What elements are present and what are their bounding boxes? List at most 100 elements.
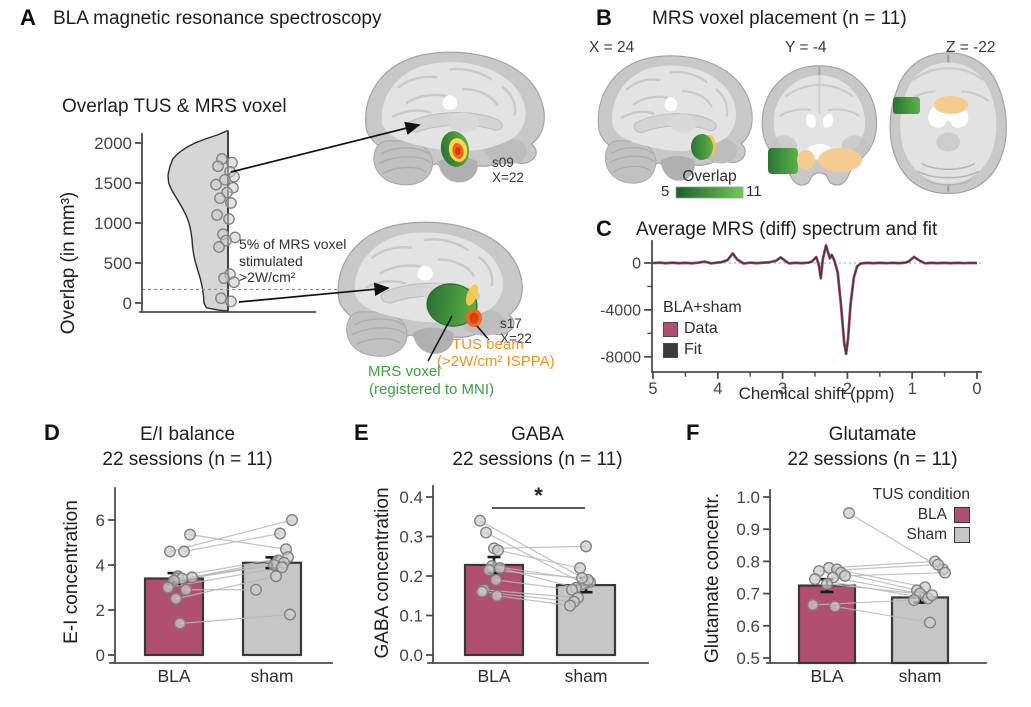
panel-e-letter: E [354,420,369,445]
session-point [821,577,833,590]
pair-line [169,519,293,553]
slice-label-z: Z = -22 [946,39,996,56]
annotation-line-3: >2W/cm² [239,269,296,285]
session-point [564,599,576,612]
tus-beam-ring [465,284,479,306]
data-swatch [663,321,678,337]
session-point [184,528,196,541]
panel-e-category-bla: BLA [477,666,511,686]
tick-label: 4 [713,380,722,398]
session-point [480,526,492,539]
legend-item-label: Sham [906,526,948,543]
overlap-point [218,272,230,285]
session-point [274,527,286,540]
panel-c-title: Average MRS (diff) spectrum and fit [636,219,938,240]
session-point [829,600,841,613]
colorbar-min-label: 5 [661,183,670,200]
annotation-line-2: stimulated [239,252,303,269]
session-point [164,545,176,558]
tus-beam-core [466,309,482,327]
overlap-point [214,192,226,205]
pair-line [499,567,577,589]
panel-a-title: BLA magnetic resonance spectroscopy [53,8,382,29]
tick-label: 0.7 [736,585,760,604]
tick-label: 1500 [94,174,132,193]
tick-label: 1000 [94,214,132,233]
colorbar-title: Overlap [682,168,737,185]
tus-beam-label: TUS beam [452,336,524,353]
legend-item-label: BLA [917,506,947,523]
tick-label: 0.5 [736,649,760,668]
annotation-line-1: 5% of MRS voxel [239,236,347,252]
pair-line [183,532,281,553]
mrs-voxel-sublabel: (registered to MNI) [369,381,495,398]
pair-line [844,572,946,577]
voxel-overlap-green [768,148,798,174]
panel-e-title: GABA [511,424,564,445]
session-point [908,594,920,606]
bla-swatch [954,507,970,523]
tick-label: 5 [648,380,657,398]
spectrum-fit-trace [652,244,978,355]
pair-line [836,568,926,588]
bar-BLA [797,584,857,665]
pair-line [497,549,581,569]
tick-label: 6 [96,511,105,530]
slice-label-x: X = 24 [589,39,635,56]
tus-beam-hotspot [469,312,479,324]
legend-title: TUS condition [872,486,970,503]
pair-line [181,562,285,580]
panel-d-category-sham: sham [250,666,294,686]
session-point [491,589,503,602]
slice-label-y: Y = -4 [785,39,827,56]
session-point [178,545,190,558]
session-point [286,514,298,526]
session-point [566,583,578,596]
voxel-overlap-green [893,97,920,114]
tus-condition-legend: TUS condition BLA Sham [873,486,970,544]
pair-line [177,556,289,577]
overlap-point [223,213,235,225]
overlap-point [225,295,237,308]
tick-label: 0.6 [736,617,760,636]
glutamate-chart: 0.5 0.6 0.7 0.8 0.9 1.0 [736,488,987,668]
overlap-point [213,241,225,253]
voxel-orange-fringe [702,135,716,157]
panel-f-letter: F [686,420,700,445]
tick-label: 1.0 [736,488,760,507]
panel-d-letter: D [44,420,60,445]
session-point [162,581,174,594]
panel-f-subtitle: 22 sessions (n = 11) [787,449,958,470]
panel-e-subtitle: 22 sessions (n = 11) [452,449,623,470]
session-point [843,507,855,520]
subject-id: s17 [500,316,522,331]
pair-line [479,520,591,583]
tick-label: 0.9 [736,520,760,539]
session-point [174,617,186,630]
mrs-voxel-label: MRS voxel [368,363,441,380]
panel-e-category-sham: sham [564,666,608,686]
pair-line [495,579,573,591]
panel-a-subtitle: Overlap TUS & MRS voxel [62,96,287,117]
session-point [807,598,819,611]
bar-sham [890,596,950,665]
voxel-overlap-green [691,134,713,160]
panel-d-category-bla: BLA [157,666,191,686]
violin-shape [167,130,229,312]
overlap-point [212,160,224,173]
brain-axial-z-22 [889,51,1008,195]
brain-coronal-y-4 [761,64,878,187]
overlap-point [215,292,227,305]
session-point [180,583,192,596]
legend-item-data: Data [663,320,742,338]
tick-label: -8000 [600,349,641,366]
panel-d-title: E/I balance [139,424,236,445]
brain-sagittal-x24 [596,54,754,185]
session-point [170,592,182,605]
tus-beam-hotspot [455,147,461,155]
bar-sham [555,583,617,657]
overlap-point [219,173,231,186]
subject-id: s09 [492,155,514,170]
mrs-voxel-overlay [440,131,470,167]
mrs-spectrum-chart: 0 -4000 -8000 5 4 3 2 1 0 [600,240,982,398]
